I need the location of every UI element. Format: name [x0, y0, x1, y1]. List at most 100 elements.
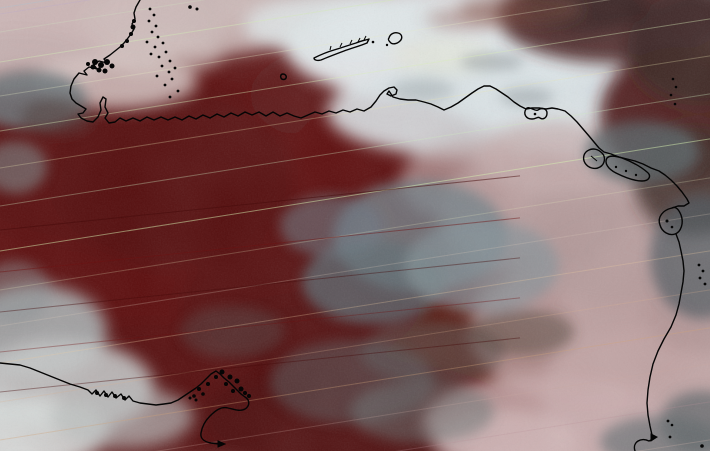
red-scanline — [0, 337, 521, 393]
islet — [157, 55, 161, 59]
islet — [197, 387, 201, 391]
coastline-mark — [357, 37, 361, 43]
islet — [188, 396, 192, 400]
islet — [697, 263, 701, 267]
islet — [231, 389, 235, 393]
islet — [624, 169, 628, 173]
red-scanline-overlay — [0, 175, 521, 393]
coastline-path — [69, 0, 690, 209]
scanline — [0, 93, 710, 207]
coastline-path — [658, 206, 683, 236]
islet — [168, 95, 172, 99]
islet — [173, 66, 177, 70]
islet — [247, 394, 251, 398]
islet — [674, 85, 678, 89]
islet — [533, 112, 537, 116]
islet — [86, 62, 90, 66]
scanline — [155, 363, 710, 451]
red-scanline — [0, 175, 521, 231]
islet — [214, 375, 218, 379]
coastline-path — [582, 148, 606, 170]
islet — [700, 444, 704, 448]
islet — [161, 41, 165, 45]
islet — [122, 396, 126, 400]
islet — [371, 40, 375, 44]
islet — [104, 59, 110, 65]
islet — [164, 50, 168, 54]
scanline — [0, 250, 710, 364]
scanline — [0, 0, 206, 33]
islet — [668, 435, 672, 439]
islet — [243, 391, 247, 395]
islet — [104, 393, 108, 397]
islet — [614, 165, 618, 169]
islet — [666, 419, 670, 423]
red-scanline — [0, 297, 521, 353]
islet — [188, 5, 192, 9]
islet — [90, 64, 96, 70]
islet — [224, 382, 228, 386]
islet — [176, 89, 180, 93]
islet — [152, 13, 156, 17]
islet — [129, 32, 133, 36]
islet — [701, 269, 705, 273]
coastline-mark — [363, 35, 367, 41]
coastline-mark — [650, 433, 658, 442]
coastline-mark — [590, 155, 598, 162]
scanline — [0, 0, 611, 97]
islet — [130, 24, 136, 30]
islet — [673, 102, 677, 106]
islet — [385, 43, 389, 47]
islet — [96, 67, 102, 73]
islet — [665, 219, 669, 223]
islet — [670, 423, 674, 427]
islet — [155, 74, 159, 78]
scanline — [0, 138, 710, 252]
coastline-marks — [217, 35, 658, 448]
islet — [167, 70, 171, 74]
coastline-path — [633, 233, 685, 451]
coastline-mark — [339, 42, 343, 48]
islet — [219, 369, 225, 375]
islet — [153, 45, 157, 49]
islet — [147, 19, 151, 23]
scanline — [0, 213, 710, 327]
islet — [192, 394, 196, 398]
scanline — [0, 0, 396, 63]
islet — [634, 173, 638, 177]
islet — [154, 24, 158, 28]
islet — [669, 93, 673, 97]
islet — [125, 39, 129, 43]
coastline-mark — [349, 39, 353, 45]
islet — [168, 59, 172, 63]
islet — [201, 392, 205, 396]
islet — [195, 7, 199, 11]
islet — [160, 64, 164, 68]
islet — [698, 276, 702, 280]
islet — [206, 382, 210, 386]
coastline-path — [313, 38, 370, 62]
coastline-mark — [329, 45, 332, 51]
islet — [148, 7, 152, 11]
islet — [120, 44, 124, 48]
scanline — [0, 18, 710, 132]
coastline-path — [387, 32, 403, 45]
islet — [109, 63, 115, 69]
islet — [703, 282, 707, 286]
scanline — [0, 177, 710, 291]
coastline-path — [605, 155, 651, 182]
coastline-mark — [217, 440, 227, 448]
red-scanline — [0, 217, 521, 273]
islet — [170, 77, 174, 81]
scanline — [0, 327, 710, 441]
islet — [132, 19, 136, 23]
islet — [113, 394, 117, 398]
scanline — [0, 55, 710, 169]
islet — [149, 52, 153, 56]
red-scanline — [0, 257, 521, 313]
islet — [670, 225, 674, 229]
